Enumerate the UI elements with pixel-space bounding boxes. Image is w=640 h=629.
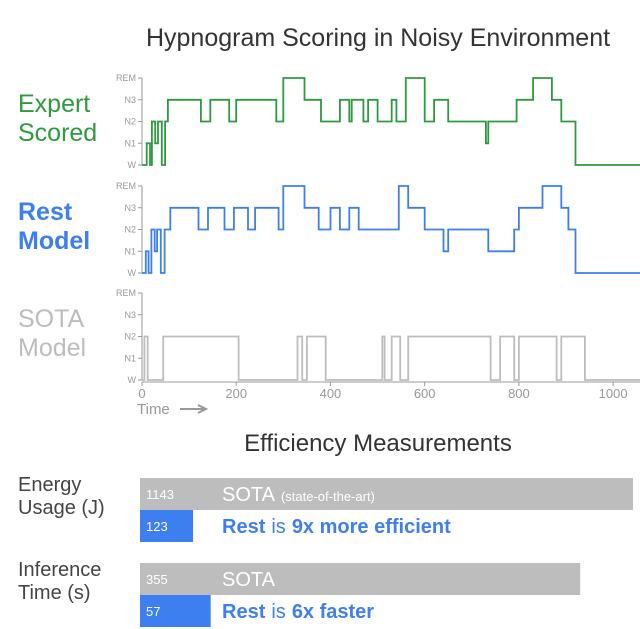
chart-title: Efficiency Measurements xyxy=(244,430,512,457)
chart-title: Hypnogram Scoring in Noisy Environment xyxy=(146,24,610,52)
x-tick-label: 800 xyxy=(508,386,530,401)
y-tick-label: REM xyxy=(116,288,136,298)
y-tick-label: N1 xyxy=(124,353,136,363)
x-tick-label: 1000 xyxy=(599,386,628,401)
bar-annotation: Rest is 9x more efficient xyxy=(222,516,451,538)
annotation-part: Rest xyxy=(222,601,266,623)
value-label: 1143 xyxy=(146,487,174,502)
y-tick-label: N2 xyxy=(124,332,136,342)
y-tick-label: N1 xyxy=(124,246,136,256)
series-label: SOTA Model xyxy=(18,305,87,362)
time-arrow xyxy=(180,404,209,414)
series-label: Expert Scored xyxy=(18,90,98,147)
hypnogram-line xyxy=(142,185,640,274)
annotation-part: Rest xyxy=(222,516,266,538)
y-tick-label: N3 xyxy=(124,310,136,320)
panel-label: Inference Time (s) xyxy=(18,559,102,604)
hypnogram-line xyxy=(142,77,640,166)
bar xyxy=(140,478,633,510)
annotation-part: 6x faster xyxy=(292,601,374,623)
y-tick-label: REM xyxy=(116,73,136,83)
series-label: Rest Model xyxy=(18,198,91,255)
value-label: 57 xyxy=(146,604,160,619)
annotation-part: is xyxy=(271,601,285,623)
y-tick-label: N1 xyxy=(124,138,136,148)
y-tick-label: N3 xyxy=(124,203,136,213)
y-tick-label: REM xyxy=(116,181,136,191)
value-label: 123 xyxy=(146,519,168,534)
annotation-part: 9x more efficient xyxy=(292,516,451,538)
x-tick-label: 200 xyxy=(225,386,247,401)
y-tick-label: N2 xyxy=(124,225,136,235)
bar-annotation: SOTA xyxy=(222,569,276,591)
annotation-part: SOTA xyxy=(222,569,276,591)
x-tick-label: 0 xyxy=(138,386,145,401)
annotation-part: SOTA xyxy=(222,484,276,506)
y-tick-label: N2 xyxy=(124,117,136,127)
hypnogram-line xyxy=(142,335,640,381)
y-tick-label: W xyxy=(128,160,137,170)
value-label: 355 xyxy=(146,572,168,587)
panel-label: Energy Usage (J) xyxy=(18,474,105,519)
x-axis-label: Time xyxy=(137,401,170,418)
y-tick-label: W xyxy=(128,268,137,278)
bar xyxy=(140,563,581,595)
x-tick-label: 400 xyxy=(320,386,342,401)
annotation-part: is xyxy=(271,516,285,538)
bar xyxy=(140,595,211,627)
annotation-part: (state-of-the-art) xyxy=(281,489,375,504)
y-tick-label: N3 xyxy=(124,95,136,105)
bar xyxy=(140,510,194,542)
bar-annotation: Rest is 6x faster xyxy=(222,601,374,623)
x-tick-label: 600 xyxy=(414,386,436,401)
bar-annotation: SOTA (state-of-the-art) xyxy=(222,484,375,506)
y-tick-label: W xyxy=(128,375,137,385)
